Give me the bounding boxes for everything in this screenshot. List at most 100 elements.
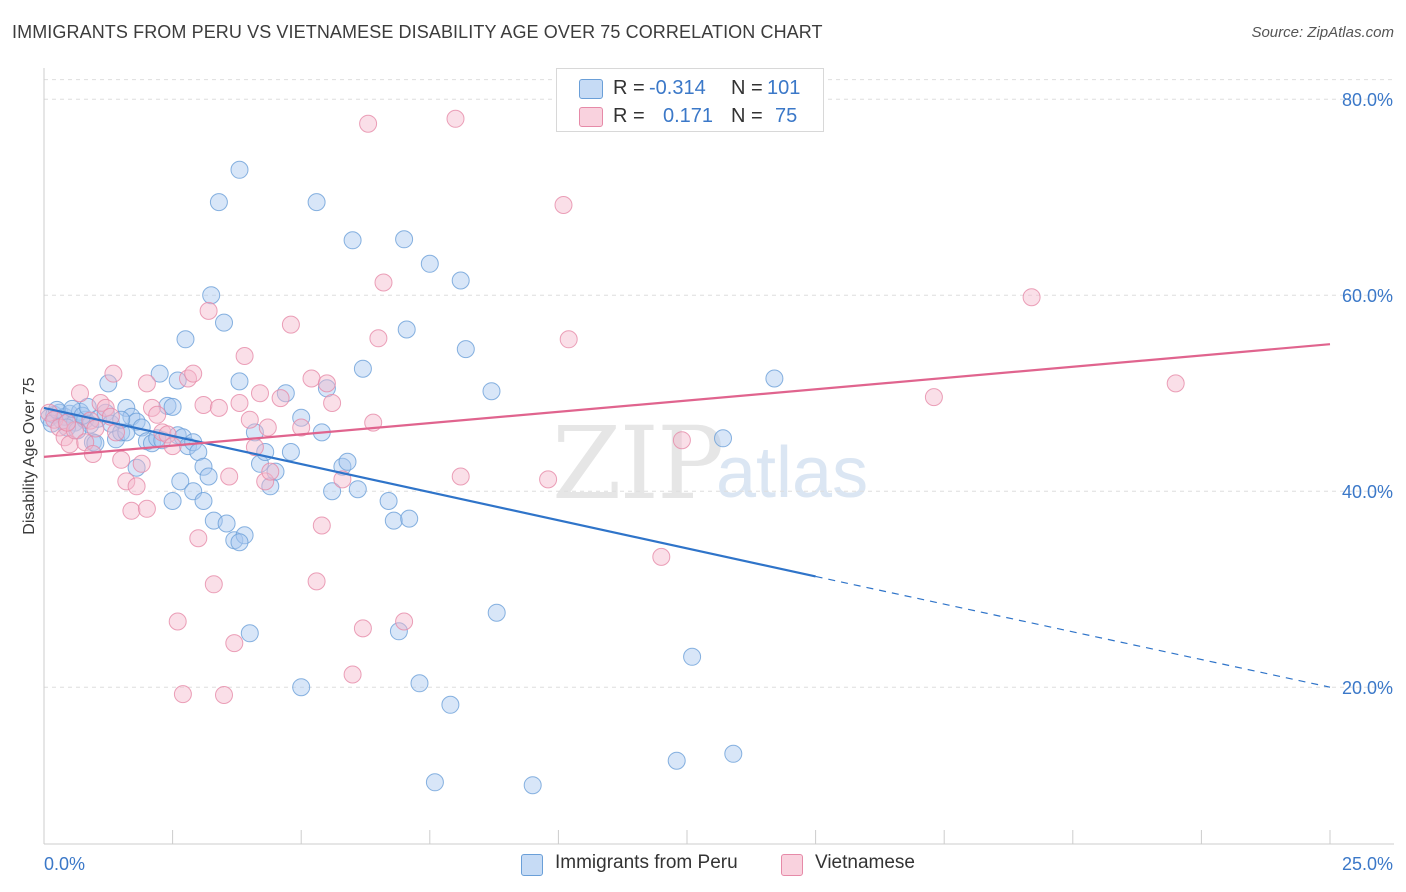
peru-point (343, 231, 362, 250)
vietnamese-legend-swatch (781, 854, 803, 876)
vietnamese-point (58, 413, 77, 432)
peru-point (482, 382, 501, 401)
vietnamese-point (189, 529, 208, 548)
peru-legend-swatch (521, 854, 543, 876)
peru-point (667, 751, 686, 770)
peru-point (171, 472, 190, 491)
peru-point (230, 533, 249, 552)
peru-swatch (579, 79, 603, 99)
peru-point (199, 467, 218, 486)
vietnamese-point (353, 619, 372, 638)
r-label: R = (613, 77, 645, 99)
peru-point (163, 397, 182, 416)
peru-point (353, 359, 372, 378)
watermark-zip: ZIP (552, 405, 724, 522)
x-tick-label: 0.0% (44, 854, 85, 874)
vietnamese-point (307, 572, 326, 591)
vietnamese-point (281, 315, 300, 334)
vietnamese-point (559, 330, 578, 349)
peru-point (397, 320, 416, 339)
vietnamese-point (240, 410, 259, 429)
legend-label-vietnamese: Vietnamese (815, 852, 915, 873)
peru-point (451, 271, 470, 290)
peru-point (209, 193, 228, 212)
x-tick-label: 25.0% (1342, 854, 1393, 874)
vietnamese-point (395, 612, 414, 631)
peru-point (523, 776, 542, 795)
r-value: 0.171 (663, 105, 714, 127)
vietnamese-point (117, 472, 136, 491)
y-tick-label: 60.0% (1342, 286, 1393, 306)
vietnamese-point (168, 612, 187, 631)
vietnamese-point (220, 467, 239, 486)
series-peru-points (40, 160, 784, 795)
peru-point (348, 480, 367, 499)
vietnamese-point (179, 369, 197, 388)
peru-point (389, 622, 408, 641)
stats-legend: R = -0.314 N = 101 R = 0.171 N = 75 (556, 68, 824, 132)
vietnamese-point (122, 501, 141, 520)
peru-point (420, 254, 439, 273)
peru-point (230, 160, 249, 179)
watermark-atlas: atlas (716, 433, 869, 513)
peru-point (395, 230, 414, 249)
vietnamese-point (235, 347, 254, 365)
vietnamese-point (317, 374, 336, 393)
n-label: N = (731, 77, 763, 99)
vietnamese-point (369, 329, 388, 348)
vietnamese-point (86, 419, 105, 438)
y-axis-label: Disability Age Over 75 (21, 377, 38, 535)
vietnamese-point (446, 109, 465, 128)
vietnamese-point (91, 394, 110, 412)
stats-row-vietnamese: R = 0.171 N = 75 (557, 101, 823, 129)
peru-point (425, 773, 444, 792)
peru-point (292, 678, 311, 697)
peru-point (202, 286, 221, 305)
peru-point (379, 492, 398, 510)
vietnamese-point (251, 384, 269, 403)
vietnamese-point (302, 369, 321, 388)
peru-trend-extension (815, 575, 1331, 688)
legend-item-peru[interactable]: Immigrants from Peru (521, 852, 761, 876)
vietnamese-point (359, 114, 378, 133)
peru-point (487, 603, 506, 622)
vietnamese-point (225, 634, 244, 653)
y-tick-label: 40.0% (1342, 482, 1393, 502)
vietnamese-point (292, 418, 311, 437)
vietnamese-point (1166, 374, 1185, 393)
peru-point (410, 674, 429, 693)
peru-point (765, 369, 784, 388)
tick-labels: 80.0% 60.0% 40.0% 20.0% 0.0% 25.0% (44, 90, 1393, 874)
vietnamese-point (199, 301, 218, 320)
peru-point (194, 492, 213, 510)
r-value: -0.314 (649, 77, 706, 99)
vietnamese-point (374, 273, 393, 292)
y-tick-label: 80.0% (1342, 90, 1393, 110)
legend-item-vietnamese[interactable]: Vietnamese (781, 852, 941, 876)
vietnamese-point (112, 450, 131, 469)
vietnamese-point (194, 396, 213, 414)
vietnamese-point (924, 388, 943, 407)
vietnamese-point (230, 394, 249, 412)
peru-point (400, 509, 419, 528)
r-label: R = (613, 105, 645, 127)
vietnamese-point (127, 477, 146, 496)
vietnamese-point (343, 665, 362, 684)
peru-point (456, 340, 475, 359)
peru-point (230, 372, 249, 391)
vietnamese-point (204, 575, 223, 594)
vietnamese-point (104, 364, 123, 383)
vietnamese-point (451, 467, 470, 486)
vietnamese-swatch (579, 107, 603, 127)
peru-point (281, 443, 300, 461)
n-value: 75 (775, 105, 798, 127)
peru-point (683, 647, 702, 666)
vietnamese-point (173, 685, 192, 704)
peru-point (194, 457, 213, 476)
peru-point (276, 384, 295, 403)
axes (43, 68, 1394, 845)
peru-point (176, 330, 195, 349)
peru-point (292, 408, 311, 427)
vietnamese-point (96, 398, 115, 417)
vietnamese-point (132, 454, 151, 473)
